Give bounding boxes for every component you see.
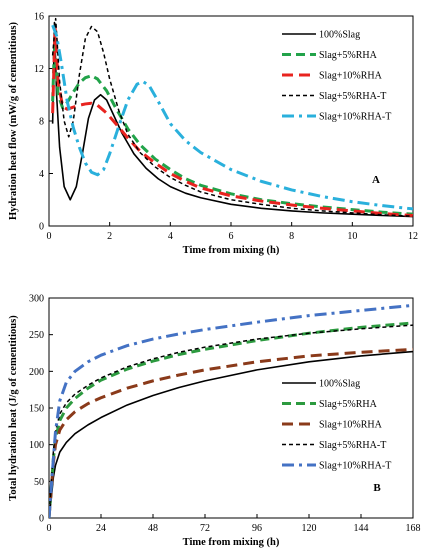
legend-label: 100%Slag (319, 379, 360, 390)
legend-label: Slag+5%RHA (319, 50, 378, 61)
x-tick-label: 10 (347, 231, 357, 242)
y-tick-label: 250 (29, 330, 44, 341)
legend-label: Slag+5%RHA (319, 399, 378, 410)
legend-label: Slag+5%RHA-T (319, 440, 386, 451)
x-tick-label: 120 (302, 523, 317, 534)
x-axis-label: Time from mixing (h) (183, 245, 280, 256)
x-tick-label: 0 (47, 523, 52, 534)
chart-panel-B: 0 24 48 72 96 120 144 168 0 50 100 150 200 250 300 Time… (8, 294, 421, 549)
legend-label: Slag+5%RHA-T (319, 91, 386, 102)
series-line-5 (49, 303, 413, 518)
series-line-4 (51, 17, 413, 217)
legend: 100%Slag Slag+5%RHA Slag+10%RHA Slag+5%RHA-… (282, 379, 391, 472)
x-tick-label: 12 (408, 231, 418, 242)
y-axis-label: Total hydration heat (J/g of cementitiou… (8, 315, 19, 501)
y-tick-label: 300 (29, 294, 44, 305)
y-axis-label: Hydration heat flow (mW/g of cementitiou… (8, 21, 19, 220)
y-tick-label: 100 (29, 440, 44, 451)
y-tick-label: 0 (39, 222, 44, 233)
panel-label: A (372, 174, 380, 186)
chart-panel-A: 0 2 4 6 8 10 12 0 4 8 12 16 Time from mixing (h) Hydr… (8, 12, 418, 257)
x-tick-label: 6 (229, 231, 234, 242)
x-tick-label: 96 (252, 523, 262, 534)
y-tick-label: 4 (39, 169, 44, 180)
panel-label: B (373, 482, 381, 494)
legend-label: Slag+10%RHA-T (319, 461, 391, 472)
y-tick-label: 16 (34, 12, 44, 23)
y-tick-label: 8 (39, 117, 44, 128)
y-tick-label: 50 (34, 477, 44, 488)
series-line-3 (51, 25, 413, 217)
y-tick-label: 0 (39, 514, 44, 525)
y-tick-label: 200 (29, 367, 44, 378)
series-lines (49, 303, 413, 518)
legend: 100%Slag Slag+5%RHA Slag+10%RHA Slag+5%RHA-… (282, 30, 391, 123)
x-tick-label: 144 (354, 523, 369, 534)
series-lines (51, 17, 413, 218)
legend-label: Slag+10%RHA (319, 420, 383, 431)
x-tick-label: 0 (47, 231, 52, 242)
legend-label: Slag+10%RHA-T (319, 112, 391, 123)
x-tick-label: 2 (107, 231, 112, 242)
x-tick-label: 72 (200, 523, 210, 534)
series-line-1 (49, 350, 413, 518)
series-line-3 (49, 347, 413, 518)
legend-label: 100%Slag (319, 30, 360, 41)
y-tick-label: 12 (34, 64, 44, 75)
series-line-5 (51, 24, 413, 211)
x-tick-label: 24 (96, 523, 106, 534)
x-tick-label: 48 (148, 523, 158, 534)
x-tick-label: 8 (289, 231, 294, 242)
x-tick-label: 4 (168, 231, 173, 242)
x-tick-label: 168 (406, 523, 421, 534)
x-axis-label: Time from mixing (h) (183, 537, 280, 548)
y-tick-label: 150 (29, 404, 44, 415)
legend-label: Slag+10%RHA (319, 71, 383, 82)
